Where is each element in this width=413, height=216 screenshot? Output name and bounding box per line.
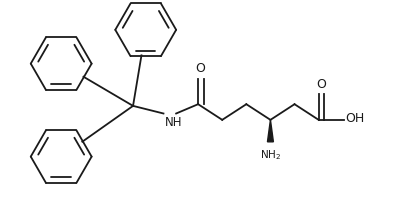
Text: NH$_2$: NH$_2$ — [259, 148, 280, 162]
Text: O: O — [195, 62, 205, 75]
Text: O: O — [316, 78, 325, 91]
Text: NH: NH — [164, 116, 182, 129]
Polygon shape — [267, 120, 273, 142]
Text: OH: OH — [344, 112, 363, 125]
